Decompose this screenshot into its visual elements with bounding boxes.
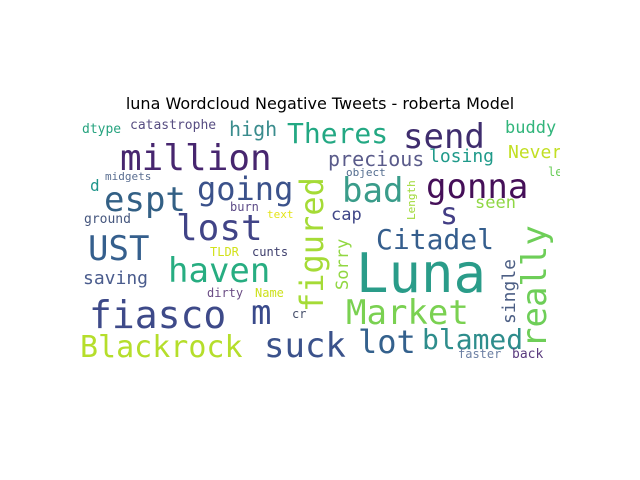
word-buddy: buddy	[505, 118, 557, 138]
word-losing: losing	[429, 146, 495, 167]
word-gonna: gonna	[426, 167, 529, 207]
word-dirty: dirty	[207, 286, 244, 300]
word-let: let	[548, 165, 560, 179]
word-midgets: midgets	[105, 170, 152, 183]
word-send: send	[403, 117, 485, 157]
word-sorry: Sorry	[333, 238, 353, 290]
word-cloud: Luna million fiasco Blackrock Market suc…	[80, 116, 560, 364]
word-d: d	[90, 176, 100, 195]
word-really: really	[515, 225, 555, 348]
word-cr: cr	[292, 307, 307, 321]
word-espt: espt	[104, 180, 186, 220]
word-faster: faster	[458, 347, 502, 361]
word-single: single	[499, 258, 520, 324]
word-blamed: blamed	[422, 323, 524, 356]
word-lot: lot	[358, 323, 416, 361]
word-text: text	[267, 208, 294, 221]
word-tldr: TLDR	[210, 245, 239, 259]
word-ground: ground	[84, 212, 131, 227]
word-suck: suck	[264, 326, 346, 364]
word-catastrophe: catastrophe	[130, 118, 217, 133]
word-cunts: cunts	[252, 245, 289, 259]
word-haven: haven	[168, 251, 271, 291]
word-m: m	[251, 293, 272, 333]
word-length: Length	[405, 180, 418, 220]
word-ust: UST	[88, 229, 150, 269]
word-blackrock: Blackrock	[80, 330, 243, 364]
word-cap: cap	[331, 205, 362, 225]
word-precious: precious	[328, 147, 425, 171]
word-figured: figured	[293, 177, 331, 312]
word-luna: Luna	[356, 242, 487, 305]
word-citadel: Citadel	[376, 223, 495, 256]
word-fiasco: fiasco	[89, 293, 227, 337]
word-market: Market	[346, 293, 469, 333]
word-million: million	[120, 138, 272, 179]
word-back: back	[512, 347, 544, 362]
word-dtype: dtype	[82, 122, 122, 137]
word-lost: lost	[176, 208, 263, 249]
word-name: Name	[255, 286, 284, 300]
word-never: Never	[508, 142, 560, 163]
word-s: s	[440, 197, 459, 232]
word-going: going	[197, 170, 294, 208]
word-object: object	[346, 166, 386, 179]
chart-title: luna Wordcloud Negative Tweets - roberta…	[125, 94, 515, 113]
word-theres: Theres	[287, 117, 389, 150]
word-bad: bad	[342, 171, 404, 211]
word-high: high	[229, 117, 278, 141]
word-burn: burn	[230, 200, 259, 214]
word-saving: saving	[83, 268, 149, 289]
word-seen: seen	[475, 193, 516, 213]
